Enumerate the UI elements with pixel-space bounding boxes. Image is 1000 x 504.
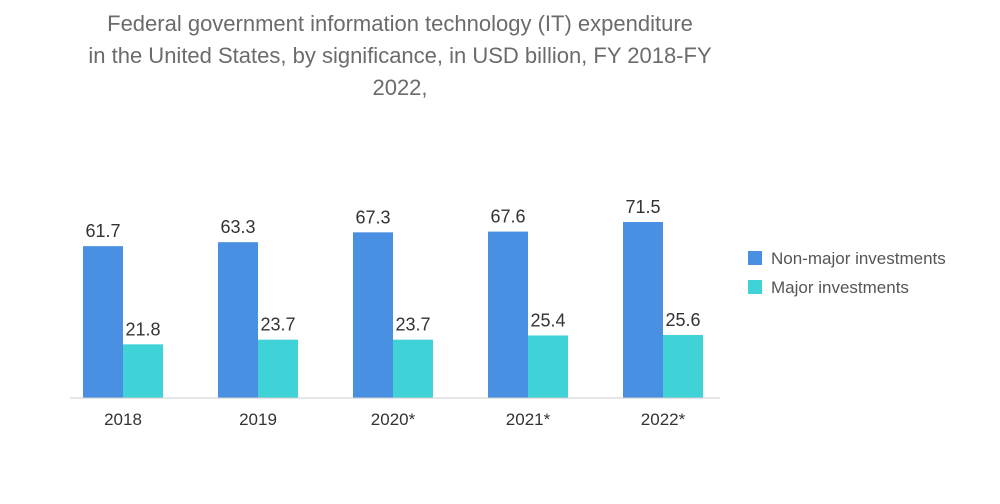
bar-non-major-1 (218, 242, 258, 398)
data-label-non-major-0: 61.7 (85, 221, 120, 241)
legend-swatch-non-major (748, 251, 762, 265)
data-label-major-1: 23.7 (260, 315, 295, 335)
bar-non-major-4 (623, 222, 663, 398)
x-tick-label-0: 2018 (104, 410, 142, 429)
bar-major-1 (258, 339, 298, 398)
legend-label-major: Major investments (771, 278, 909, 297)
x-tick-label-2: 2020* (371, 410, 416, 429)
x-tick-label-4: 2022* (641, 410, 686, 429)
legend: Non-major investments Major investments (748, 249, 946, 297)
bar-major-0 (123, 344, 163, 398)
bar-non-major-3 (488, 231, 528, 398)
data-label-major-0: 21.8 (125, 319, 160, 339)
bar-non-major-2 (353, 232, 393, 398)
chart-title-line-1: Federal government information technolog… (107, 11, 693, 36)
chart-title-line-3: 2022, (372, 75, 428, 100)
data-label-major-2: 23.7 (395, 315, 430, 335)
x-tick-label-1: 2019 (239, 410, 277, 429)
data-label-non-major-1: 63.3 (220, 217, 255, 237)
bars-layer (83, 222, 703, 398)
data-label-non-major-2: 67.3 (355, 207, 390, 227)
chart-title: Federal government information technolog… (40, 8, 760, 104)
bar-major-3 (528, 335, 568, 398)
bar-major-2 (393, 339, 433, 398)
bar-major-4 (663, 334, 703, 398)
data-label-non-major-3: 67.6 (490, 207, 525, 227)
legend-label-non-major: Non-major investments (771, 249, 946, 268)
bar-non-major-0 (83, 246, 123, 398)
data-labels-layer: 61.7 21.8 63.3 23.7 67.3 23.7 67.6 25.4 71.5 25.6 (85, 197, 700, 339)
x-tick-label-3: 2021* (506, 410, 551, 429)
data-label-non-major-4: 71.5 (625, 197, 660, 217)
chart-title-line-2: in the United States, by significance, i… (88, 43, 712, 68)
data-label-major-4: 25.6 (665, 310, 700, 330)
legend-swatch-major (748, 280, 762, 294)
data-label-major-3: 25.4 (530, 310, 565, 330)
x-tick-labels-layer: 2018 2019 2020* 2021* 2022* (104, 410, 686, 429)
